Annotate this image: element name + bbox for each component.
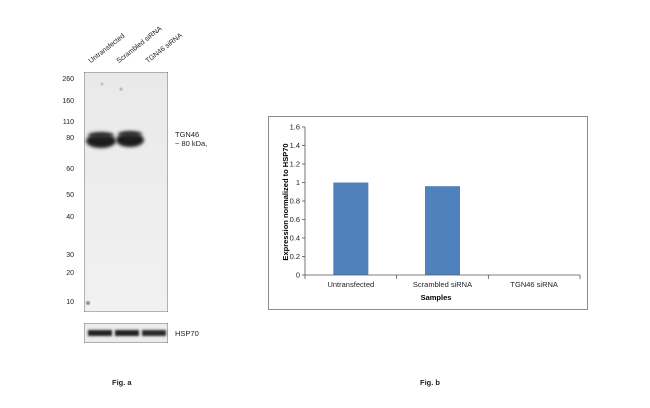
y-tick-label: 1.6 [290, 123, 300, 132]
bar-chart: 0 0.2 0.4 0.6 0.8 1 1.2 1.4 1.6 Untransfected Scr… [281, 123, 581, 302]
blot-main-panel [84, 72, 168, 312]
y-tick-label: 1.2 [290, 160, 300, 169]
bar [425, 186, 460, 275]
y-tick-label: 1 [296, 178, 300, 187]
y-tick-label: 0.2 [290, 252, 300, 261]
mw-marker-160: 160 [62, 98, 74, 105]
band-label-size: ~ 80 kDa, [175, 139, 208, 148]
loading-control-label: HSP70 [175, 329, 199, 338]
blot-band-untransfected [86, 132, 116, 148]
y-tick-label: 1.4 [290, 141, 300, 150]
mw-marker-50: 50 [66, 192, 74, 199]
hsp70-band-scrambled [115, 330, 139, 336]
bar [333, 182, 369, 275]
y-axis-label: Expression normalized to HSP70 [281, 143, 290, 260]
y-tick-label: 0 [296, 271, 300, 280]
mw-marker-260: 260 [62, 76, 74, 83]
figure-a-caption: Fig. a [112, 378, 132, 387]
blot-band-scrambled [116, 131, 144, 147]
hsp70-band-untransfected [88, 330, 112, 336]
blot-speck [119, 87, 123, 91]
mw-marker-20: 20 [66, 270, 74, 277]
x-axis-label: Samples [421, 293, 452, 302]
y-tick-label: 0.8 [290, 197, 300, 206]
hsp70-band-tgn46-sirna [142, 330, 166, 336]
mw-marker-80: 80 [66, 135, 74, 142]
band-label-tgn46: TGN46 [175, 130, 200, 139]
blot-speck [100, 82, 104, 86]
figure-b-caption: Fig. b [420, 378, 440, 387]
x-tick-label: Scrambled siRNA [413, 280, 472, 289]
y-tick-label: 0.6 [290, 215, 300, 224]
mw-marker-40: 40 [66, 214, 74, 221]
blot-loading-control-panel [84, 323, 168, 343]
mw-marker-10: 10 [66, 299, 74, 306]
mw-marker-110: 110 [62, 119, 74, 126]
blot-speck [86, 301, 90, 305]
mw-marker-30: 30 [66, 252, 74, 259]
x-tick-label: Untransfected [327, 280, 374, 289]
mw-marker-60: 60 [66, 166, 74, 173]
y-tick-label: 0.4 [290, 234, 300, 243]
x-tick-label: TGN46 siRNA [510, 280, 558, 289]
